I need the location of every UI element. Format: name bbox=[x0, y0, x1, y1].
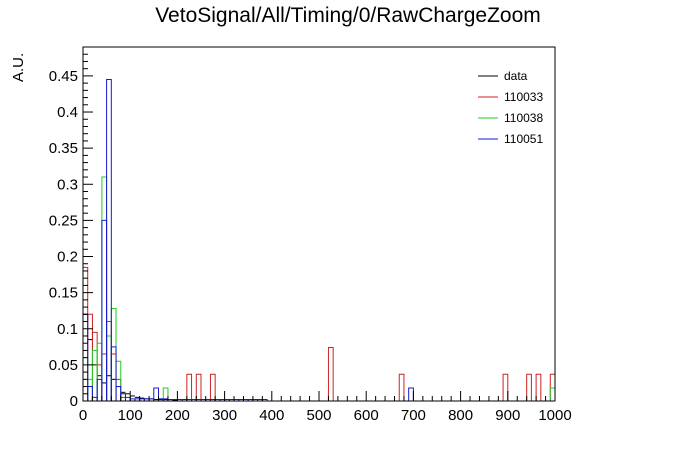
bin-110051-6 bbox=[110, 346, 117, 401]
plot-frame bbox=[82, 46, 556, 402]
y-tick-label: 0.05 bbox=[49, 357, 78, 374]
x-tick-label: 600 bbox=[354, 407, 379, 424]
bin-110033-2 bbox=[91, 331, 98, 401]
bin-110033-7 bbox=[115, 378, 122, 401]
bin-110038-2 bbox=[91, 349, 98, 401]
bin-110033-8 bbox=[120, 396, 126, 401]
x-tick-label: 300 bbox=[212, 407, 237, 424]
x-tick-label: 400 bbox=[259, 407, 284, 424]
x-tick-label: 1000 bbox=[538, 407, 571, 424]
chart-marks bbox=[82, 79, 556, 401]
chart-axes: 0 100 200 300 400 500 600 700 800 900 1000 0 0.05 0.1… bbox=[49, 46, 572, 424]
x-tick-label: 500 bbox=[306, 407, 331, 424]
y-tick-label: 0.2 bbox=[57, 249, 78, 266]
bin-110033-15 bbox=[526, 373, 532, 401]
bin-110051-2 bbox=[91, 396, 98, 401]
bin-110033-16 bbox=[535, 373, 542, 401]
bin-110033-9 bbox=[186, 373, 193, 401]
bin-110051-9 bbox=[124, 396, 131, 401]
bin-110033-0 bbox=[82, 266, 89, 401]
bin-110051-4 bbox=[101, 219, 108, 401]
bin-110051-5 bbox=[106, 79, 112, 401]
legend-label-110033: 110033 bbox=[504, 90, 543, 104]
bin-110033-3 bbox=[96, 364, 103, 401]
bin-110051-1 bbox=[87, 386, 93, 401]
bin-110038-1 bbox=[87, 378, 93, 401]
legend-label-data: data bbox=[504, 69, 528, 83]
bin-110033-10 bbox=[195, 373, 202, 401]
series-110033 bbox=[82, 266, 556, 401]
x-tick-label: 100 bbox=[118, 407, 143, 424]
y-tick-label: 0.3 bbox=[57, 176, 78, 193]
legend-label-110051: 110051 bbox=[504, 132, 543, 146]
y-tick-label: 0 bbox=[70, 393, 78, 410]
legend-label-110038: 110038 bbox=[504, 111, 543, 125]
bin-110051-15 bbox=[153, 387, 160, 401]
chart-legend: data 110033 110038 110051 bbox=[478, 69, 543, 146]
y-tick-label: 0.25 bbox=[49, 212, 78, 229]
bin-110038-5 bbox=[106, 335, 112, 401]
y-tick-label: 0.15 bbox=[49, 285, 78, 302]
y-tick-label: 0.35 bbox=[49, 140, 78, 157]
bin-110033-5 bbox=[106, 321, 112, 401]
x-tick-label: 700 bbox=[401, 407, 426, 424]
chart-title: VetoSignal/All/Timing/0/RawChargeZoom bbox=[155, 4, 541, 27]
bin-110033-1 bbox=[87, 313, 93, 401]
bin-110033-12 bbox=[327, 347, 334, 401]
bin-110038-9 bbox=[162, 387, 169, 401]
x-tick-label: 0 bbox=[79, 407, 87, 424]
y-tick-label: 0.45 bbox=[49, 68, 78, 85]
series-110051 bbox=[82, 79, 414, 401]
bin-110033-4 bbox=[101, 353, 108, 401]
bin-110051-39 bbox=[408, 387, 414, 401]
bin-110038-6 bbox=[110, 308, 117, 401]
x-tick-label: 200 bbox=[165, 407, 190, 424]
bin-110033-11 bbox=[209, 373, 216, 401]
bin-110051-7 bbox=[115, 386, 122, 401]
bin-110033-14 bbox=[502, 373, 509, 401]
y-tick-label: 0.4 bbox=[57, 104, 78, 121]
series-110038 bbox=[82, 176, 556, 401]
bin-110038-4 bbox=[101, 176, 108, 401]
bin-110038-7 bbox=[115, 360, 122, 401]
x-tick-label: 800 bbox=[448, 407, 473, 424]
bin-110038-10 bbox=[549, 387, 556, 401]
bin-110038-3 bbox=[96, 342, 103, 401]
y-tick-label: 0.1 bbox=[57, 321, 78, 338]
bin-110033-6 bbox=[110, 353, 117, 401]
x-tick-label: 900 bbox=[495, 407, 520, 424]
bin-110051-3 bbox=[96, 378, 103, 401]
bin-110033-13 bbox=[398, 373, 405, 401]
